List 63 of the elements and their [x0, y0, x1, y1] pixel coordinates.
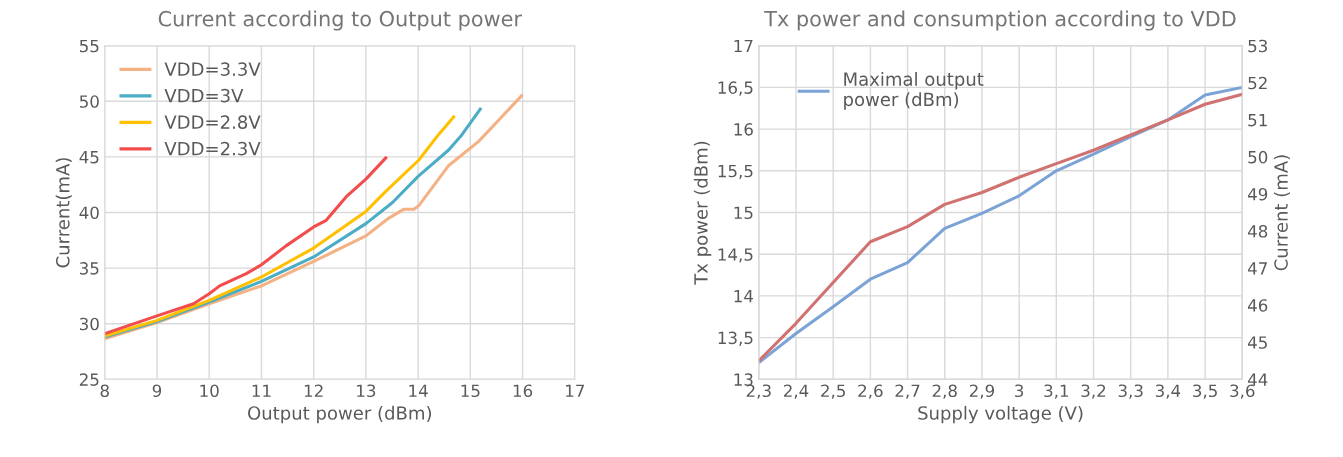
x-tick-label: 2,8 — [932, 384, 957, 399]
y-tick-label: 15 — [734, 206, 753, 220]
x-tick-label: 11 — [252, 384, 271, 397]
y-tick-label: 25 — [79, 373, 99, 386]
x-tick-label: 3,5 — [1193, 384, 1217, 399]
x-tick-label: 3,1 — [1044, 384, 1069, 399]
y-tick-label: 30 — [79, 317, 99, 331]
x-tick-label: 16 — [513, 384, 533, 398]
y2-tick-label: 51 — [1248, 114, 1267, 127]
y-tick-label: 35 — [79, 262, 99, 275]
y2-tick-label: 50 — [1248, 150, 1268, 164]
y2-tick-label: 52 — [1248, 76, 1267, 90]
y-tick-label: 16 — [734, 123, 753, 136]
y-tick-label: 50 — [79, 95, 99, 108]
y2-tick-label: 49 — [1247, 187, 1268, 201]
legend-label: VDD=2.8V — [164, 115, 261, 129]
y-axis-title: Tx power (dBm) — [693, 141, 712, 285]
y-tick-label: 14,5 — [718, 248, 753, 263]
x-tick-label: 13 — [357, 384, 376, 398]
chart-title: Tx power and consumption according to VDD — [764, 10, 1236, 31]
x-tick-label: 17 — [566, 384, 584, 397]
y-tick-label: 16,5 — [718, 81, 753, 96]
y-tick-label: 14 — [734, 290, 753, 303]
x-tick-label: 3,4 — [1155, 384, 1181, 399]
legend-label: VDD=3V — [164, 88, 244, 103]
y2-tick-label: 48 — [1247, 225, 1268, 238]
x-tick-label: 3,2 — [1081, 384, 1106, 399]
x-axis-title: Supply voltage (V) — [918, 405, 1083, 424]
y-axis-title: Current(mA) — [55, 158, 72, 268]
x-tick-label: 14 — [409, 384, 428, 397]
y-tick-label: 55 — [79, 39, 99, 53]
y-tick-label: 17 — [734, 39, 753, 53]
y2-tick-label: 44 — [1247, 373, 1268, 386]
y-tick-label: 45 — [79, 151, 99, 164]
x-tick-label: 12 — [304, 384, 323, 397]
x-tick-label: 3,6 — [1230, 384, 1255, 399]
x-tick-label: 8 — [100, 384, 109, 398]
x-axis-title: Output power (dBm) — [248, 405, 431, 424]
x-tick-label: 2,9 — [969, 384, 995, 399]
x-tick-label: 3,3 — [1118, 384, 1143, 399]
y2-axis-title: Current (mA) — [1273, 155, 1290, 271]
x-tick-label: 2,7 — [895, 384, 920, 399]
y2-tick-label: 46 — [1247, 299, 1268, 312]
y2-tick-label: 53 — [1248, 39, 1268, 53]
legend-label: VDD=2.3V — [164, 141, 261, 156]
y-tick-label: 13,5 — [718, 331, 753, 346]
x-tick-label: 10 — [200, 384, 219, 398]
chart-title: Current according to Output power — [158, 10, 523, 31]
y2-tick-label: 47 — [1247, 262, 1267, 275]
y-tick-label: 40 — [79, 206, 99, 220]
x-tick-label: 2,4 — [783, 384, 809, 399]
legend-label: Maximal output power (dBm) — [844, 71, 984, 110]
x-tick-label: 9 — [152, 384, 162, 398]
x-tick-label: 2,3 — [746, 384, 771, 399]
y2-tick-label: 45 — [1247, 336, 1267, 349]
x-tick-label: 2,6 — [858, 384, 883, 399]
x-tick-label: 15 — [461, 384, 480, 398]
x-tick-label: 2,5 — [821, 384, 845, 399]
y-tick-label: 13 — [734, 373, 753, 386]
x-tick-label: 3 — [1015, 384, 1024, 398]
y-tick-label: 15,5 — [718, 164, 753, 180]
line-series — [104, 156, 388, 336]
legend-label: VDD=3.3V — [164, 62, 261, 76]
